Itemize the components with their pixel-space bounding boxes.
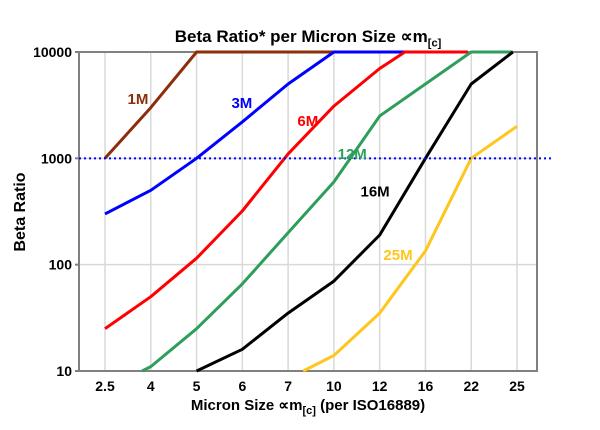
- series-label-6M: 6M: [297, 113, 318, 130]
- x-tick-label: 5: [193, 378, 201, 394]
- series-line-12M: [141, 50, 513, 373]
- x-tick-label: 7: [284, 378, 292, 394]
- series-label-1M: 1M: [128, 91, 149, 108]
- series-line-3M: [104, 50, 405, 216]
- x-axis-title-rest: (per ISO16889): [315, 397, 426, 414]
- series-line-6M: [104, 50, 468, 330]
- y-tick-label: 10000: [33, 44, 72, 60]
- series-label-12M: 12M: [338, 146, 367, 163]
- y-tick-label: 100: [49, 257, 73, 273]
- x-tick-label: 12: [372, 378, 388, 394]
- series-line-25M: [302, 125, 518, 373]
- series-line-1M: [103, 50, 334, 160]
- series-label-3M: 3M: [231, 95, 252, 112]
- x-tick-label: 2.5: [95, 378, 115, 394]
- series-line-16M: [195, 50, 514, 373]
- chart-title-subscript: [c]: [427, 37, 442, 50]
- x-tick-label: 22: [463, 378, 479, 394]
- y-tick-label: 1000: [41, 150, 72, 166]
- chart-title-text: Beta Ratio* per Micron Size: [174, 27, 401, 46]
- x-tick-label: 10: [326, 378, 342, 394]
- x-tick-label: 25: [509, 378, 525, 394]
- x-tick-label: 4: [147, 378, 155, 394]
- x-axis-title-text: Micron Size ∝m: [190, 397, 303, 414]
- proportional-symbol: ∝m: [400, 27, 428, 46]
- x-tick-label: 6: [238, 378, 246, 394]
- x-axis-title: Micron Size ∝m[c] (per ISO16889): [79, 396, 537, 417]
- x-tick-label: 16: [418, 378, 434, 394]
- y-tick-label: 10: [56, 363, 72, 379]
- series-label-16M: 16M: [361, 183, 390, 200]
- chart-title: Beta Ratio* per Micron Size ∝m[c]: [79, 27, 537, 49]
- x-axis-title-subscript: [c]: [302, 405, 316, 417]
- series-label-25M: 25M: [383, 247, 412, 264]
